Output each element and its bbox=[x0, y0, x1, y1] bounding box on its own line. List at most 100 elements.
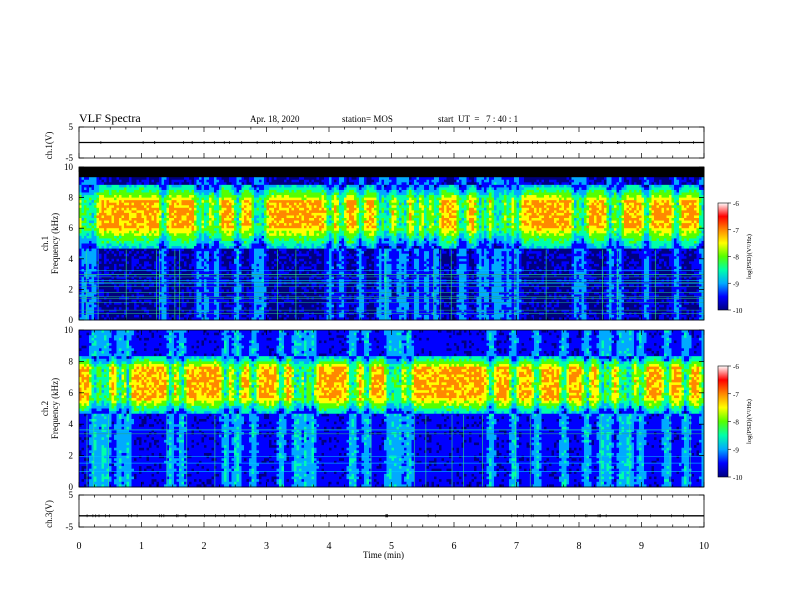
spectrogram-cell bbox=[244, 289, 247, 292]
spectrogram-cell bbox=[122, 261, 125, 264]
spectrogram-cell bbox=[117, 182, 120, 185]
spectrogram-cell bbox=[254, 307, 257, 310]
spectrogram-cell bbox=[79, 223, 82, 226]
spectrogram-cell bbox=[239, 180, 242, 183]
spectrogram-cell bbox=[249, 249, 252, 252]
spectrogram-cell bbox=[139, 172, 142, 175]
spectrogram-cell bbox=[164, 205, 167, 208]
spectrogram-cell bbox=[224, 177, 227, 180]
spectrogram-cell bbox=[229, 193, 232, 196]
spectrogram-cell bbox=[187, 200, 190, 203]
spectrogram-cell bbox=[114, 251, 117, 254]
spectrogram-cell bbox=[154, 221, 157, 224]
spectrogram-cell bbox=[274, 244, 277, 247]
spectrogram-cell bbox=[134, 203, 137, 206]
spectrogram-cell bbox=[204, 198, 207, 201]
spectrogram-cell bbox=[104, 187, 107, 190]
spectrogram-cell bbox=[277, 205, 280, 208]
spectrogram-cell bbox=[272, 307, 275, 310]
spectrogram-cell bbox=[267, 236, 270, 239]
spectrogram-cell bbox=[252, 228, 255, 231]
spectrogram-cell bbox=[279, 172, 282, 175]
spectrogram-cell bbox=[252, 251, 255, 254]
spectrogram-cell bbox=[134, 226, 137, 229]
spectrogram-cell bbox=[117, 251, 120, 254]
spectrogram-cell bbox=[254, 223, 257, 226]
spectrogram-cell bbox=[152, 210, 155, 213]
spectrogram-cell bbox=[209, 272, 212, 275]
spectrogram-cell bbox=[244, 284, 247, 287]
spectrogram-cell bbox=[162, 205, 165, 208]
spectrogram-cell bbox=[172, 180, 175, 183]
spectrogram-cell bbox=[189, 259, 192, 262]
spectrogram-cell bbox=[214, 259, 217, 262]
spectrogram-cell bbox=[254, 233, 257, 236]
spectrogram-cell bbox=[109, 208, 112, 211]
spectrogram-cell bbox=[102, 177, 105, 180]
spectrogram-cell bbox=[114, 259, 117, 262]
spectrogram-cell bbox=[122, 208, 125, 211]
spectrogram-cell bbox=[214, 236, 217, 239]
spectrogram-cell bbox=[172, 226, 175, 229]
spectrogram-cell bbox=[179, 246, 182, 249]
spectrogram-cell bbox=[234, 266, 237, 269]
spectrogram-cell bbox=[237, 284, 240, 287]
spectrogram-cell bbox=[207, 180, 210, 183]
spectrogram-cell bbox=[124, 238, 127, 241]
spectrogram-cell bbox=[229, 254, 232, 257]
spectrogram-cell bbox=[129, 236, 132, 239]
spectrogram-cell bbox=[254, 210, 257, 213]
spectrogram-cell bbox=[262, 305, 265, 308]
spectrogram-cell bbox=[257, 175, 260, 178]
spectrogram-cell bbox=[237, 307, 240, 310]
spectrogram-cell bbox=[232, 238, 235, 241]
spectrogram-cell bbox=[262, 195, 265, 198]
spectrogram-cell bbox=[182, 236, 185, 239]
spectrogram-cell bbox=[162, 193, 165, 196]
spectrogram-cell bbox=[212, 256, 215, 259]
spectrogram-cell bbox=[219, 289, 222, 292]
spectrogram-cell bbox=[129, 215, 132, 218]
spectrogram-cell bbox=[127, 187, 130, 190]
spectrogram-cell bbox=[149, 256, 152, 259]
spectrogram-cell bbox=[182, 221, 185, 224]
spectrogram-cell bbox=[202, 238, 205, 241]
spectrogram-cell bbox=[267, 210, 270, 213]
spectrogram-cell bbox=[137, 233, 140, 236]
spectrogram-cell bbox=[114, 213, 117, 216]
spectrogram-cell bbox=[277, 266, 280, 269]
spectrogram-cell bbox=[99, 254, 102, 257]
spectrogram-cell bbox=[234, 264, 237, 267]
spectrogram-cell bbox=[212, 289, 215, 292]
spectrogram-cell bbox=[109, 287, 112, 290]
spectrogram-cell bbox=[169, 226, 172, 229]
spectrogram-cell bbox=[224, 193, 227, 196]
spectrogram-cell bbox=[224, 266, 227, 269]
spectrogram-cell bbox=[204, 175, 207, 178]
spectrogram-cell bbox=[177, 246, 180, 249]
spectrogram-cell bbox=[232, 307, 235, 310]
spectrogram-cell bbox=[114, 231, 117, 234]
spectrogram-cell bbox=[169, 241, 172, 244]
spectrogram-cell bbox=[182, 305, 185, 308]
spectrogram-cell bbox=[237, 185, 240, 188]
spectrogram-cell bbox=[219, 170, 222, 173]
spectrogram-cell bbox=[87, 246, 90, 249]
spectrogram-cell bbox=[117, 289, 120, 292]
spectrogram-cell bbox=[99, 221, 102, 224]
spectrogram-cell bbox=[152, 254, 155, 257]
spectrogram-cell bbox=[259, 246, 262, 249]
spectrogram-cell bbox=[102, 249, 105, 252]
spectrogram-cell bbox=[244, 241, 247, 244]
spectrogram-cell bbox=[147, 251, 150, 254]
spectrogram-cell bbox=[149, 203, 152, 206]
spectrogram-cell bbox=[194, 246, 197, 249]
spectrogram-cell bbox=[87, 256, 90, 259]
spectrogram-cell bbox=[267, 223, 270, 226]
spectrogram-cell bbox=[132, 315, 135, 318]
spectrogram-cell bbox=[222, 238, 225, 241]
spectrogram-cell bbox=[259, 254, 262, 257]
spectrogram-cell bbox=[102, 215, 105, 218]
spectrogram-cell bbox=[199, 287, 202, 290]
spectrogram-cell bbox=[117, 200, 120, 203]
